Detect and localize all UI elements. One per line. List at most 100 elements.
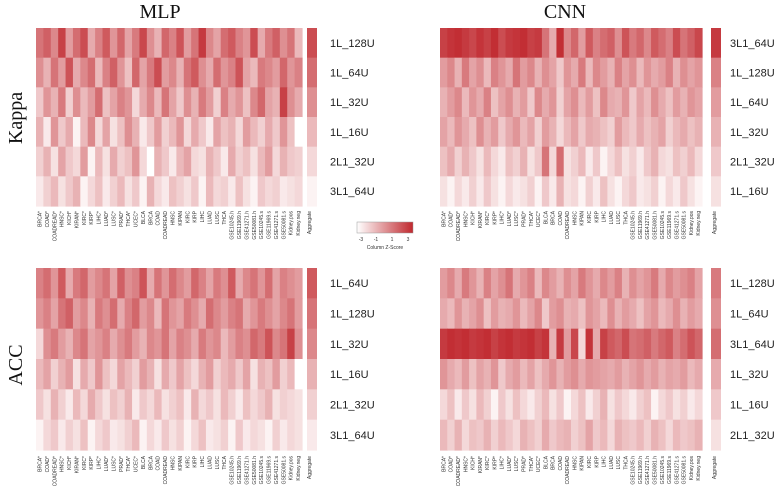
heatmap-cell	[58, 389, 67, 421]
heatmap-cell	[578, 146, 587, 177]
column-label: BLCA	[141, 210, 147, 224]
heatmap-cell	[250, 176, 259, 207]
heatmap-cell	[607, 146, 616, 177]
heatmap-cell	[461, 146, 470, 177]
heatmap-cell	[505, 419, 514, 451]
heatmap-cell	[36, 389, 44, 421]
column-label: LUAD*	[104, 456, 110, 471]
heatmap-cell	[102, 87, 111, 118]
heatmap-cell	[102, 268, 111, 299]
heatmap-cell	[672, 419, 681, 451]
aggregate-cell	[711, 419, 721, 451]
heatmap-cell	[265, 328, 274, 360]
heatmap-cell	[563, 117, 572, 148]
heatmap-cell	[651, 359, 659, 390]
heatmap-cell	[643, 268, 652, 299]
column-label: LUAD	[609, 211, 615, 225]
heatmap-cell	[498, 117, 507, 148]
heatmap-cell	[549, 328, 558, 360]
column-label: LUAD*	[507, 456, 513, 471]
heatmap-cell	[146, 389, 155, 421]
heatmap-cell	[257, 57, 266, 88]
heatmap-cell	[43, 359, 52, 390]
heatmap-cell	[95, 268, 104, 299]
heatmap-mlp-kappa: 1L_128U 1L_64U 1L_32U 1L_16U 2L1_32U 3L1_64U B…	[36, 28, 375, 241]
heatmap-cell	[651, 268, 659, 299]
heatmap-cell	[235, 359, 244, 390]
heatmap-cell	[447, 57, 456, 88]
column-label: COADREAD*	[52, 456, 58, 486]
column-label: KIRP	[594, 455, 600, 467]
heatmap-cell	[154, 87, 163, 118]
heatmap-cell	[556, 419, 565, 451]
heatmap-cell	[294, 298, 303, 330]
heatmap-cell	[440, 28, 448, 59]
heatmap-cell	[161, 359, 170, 390]
column-label: COADREAD	[163, 456, 169, 485]
heatmap-cell	[176, 28, 185, 59]
heatmap-cell	[512, 176, 521, 207]
heatmap-cell	[109, 146, 118, 177]
heatmap-cell	[279, 117, 288, 148]
column-label: LUSC	[616, 211, 622, 225]
heatmap-cell	[629, 87, 638, 118]
heatmap-cell	[117, 28, 126, 59]
heatmap-cell	[614, 389, 623, 421]
heatmap-cell	[80, 359, 89, 390]
heatmap-cell	[527, 389, 536, 421]
heatmap-cell	[191, 298, 200, 330]
heatmap-cell	[527, 87, 536, 118]
row-label: 1L_64U	[330, 278, 369, 290]
aggregate-cell	[307, 117, 317, 148]
heatmap-cell	[124, 28, 133, 59]
heatmap-cell	[102, 419, 111, 451]
column-label: KIRAN*	[478, 211, 484, 228]
heatmap-cell	[636, 57, 645, 88]
heatmap-cell	[621, 176, 630, 207]
heatmap-cell	[124, 176, 133, 207]
heatmap-cell	[454, 28, 463, 59]
heatmap-cell	[571, 117, 579, 148]
heatmap-cell	[228, 117, 237, 148]
heatmap-cell	[534, 419, 543, 451]
heatmap-cell	[183, 359, 192, 390]
heatmap-cell	[198, 176, 207, 207]
heatmap-cell	[680, 298, 689, 330]
column-label: THCA*	[529, 456, 535, 472]
heatmap-cell	[132, 87, 141, 118]
heatmap-cell	[527, 298, 536, 330]
aggregate-cell	[711, 176, 721, 207]
column-label: GSE50081.s	[281, 211, 287, 240]
heatmap-cell	[279, 389, 288, 421]
heatmap-cell	[50, 389, 59, 421]
heatmap-cell	[72, 146, 81, 177]
heatmap-cell	[541, 57, 550, 88]
heatmap-cell	[571, 359, 579, 390]
heatmap-cell	[621, 419, 630, 451]
heatmap-cell	[694, 146, 703, 177]
heatmap-cell	[58, 419, 67, 451]
heatmap-cell	[132, 328, 141, 360]
heatmap-cell	[117, 419, 126, 451]
column-label: PRAD*	[119, 456, 125, 472]
heatmap-cell	[43, 117, 52, 148]
heatmap-cell	[621, 389, 630, 421]
heatmap-cell	[636, 176, 645, 207]
column-label: COADREAD*	[52, 211, 58, 241]
aggregate-label: Aggregate	[307, 211, 313, 234]
heatmap-cell	[250, 328, 259, 360]
heatmap-cell	[235, 419, 244, 451]
heatmap-cell	[607, 87, 616, 118]
heatmap-cell	[520, 389, 528, 421]
heatmap-cell	[235, 57, 244, 88]
heatmap-cell	[549, 28, 558, 59]
heatmap-cell	[287, 28, 296, 59]
column-label: KIPAN	[580, 211, 586, 226]
heatmap-cell	[505, 389, 514, 421]
heatmap-cell	[687, 28, 696, 59]
heatmap-cell	[600, 268, 608, 299]
heatmap-cell	[614, 146, 623, 177]
heatmap-cell	[235, 328, 244, 360]
heatmap-cell	[563, 419, 572, 451]
heatmap-cell	[658, 146, 667, 177]
